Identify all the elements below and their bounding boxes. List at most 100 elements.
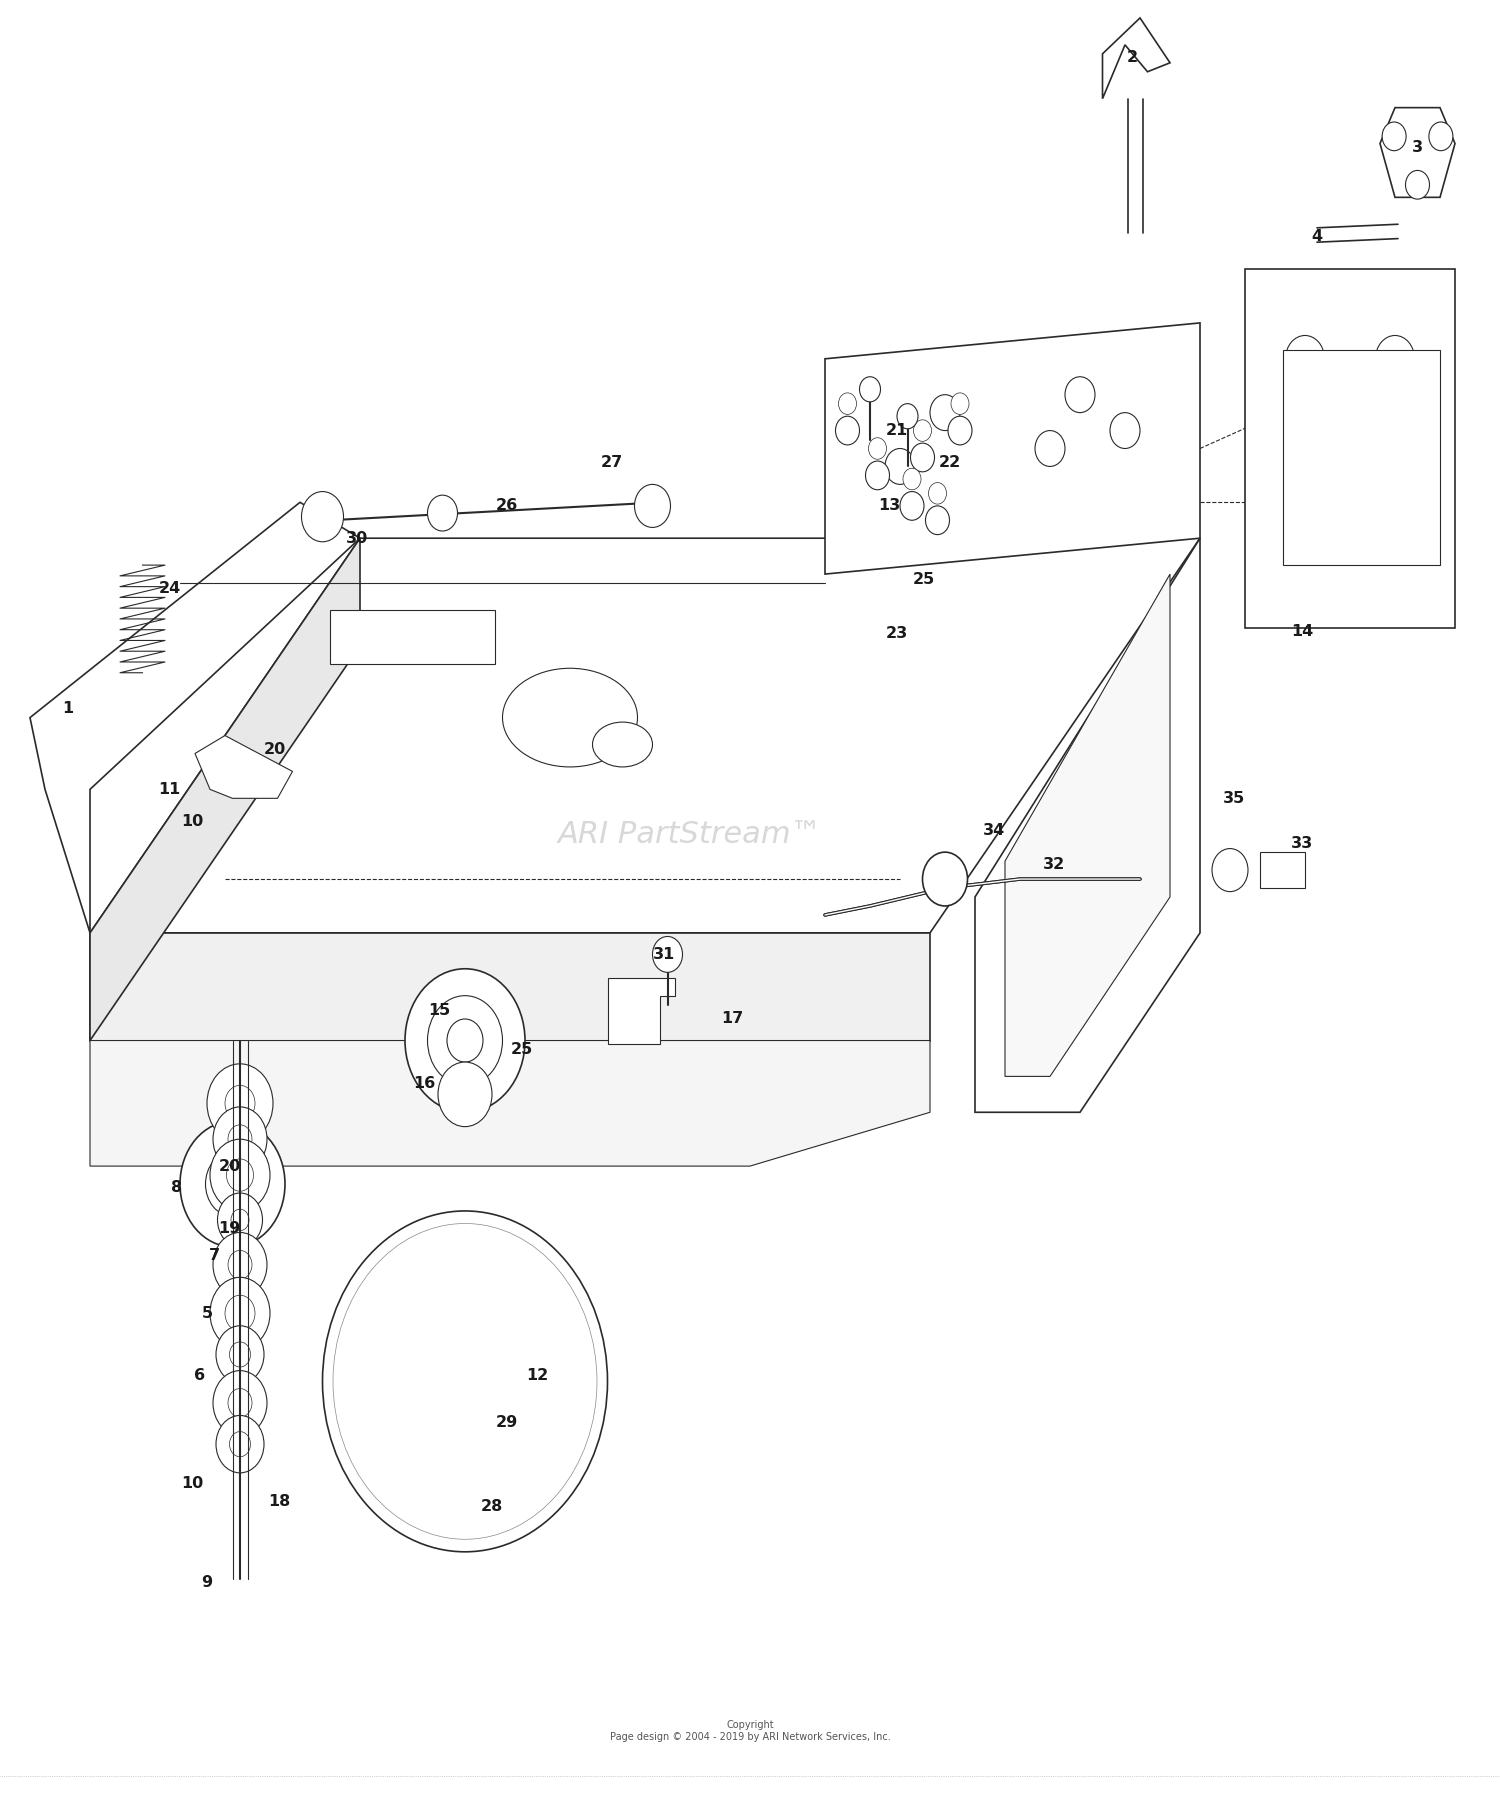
Text: 4: 4	[1311, 230, 1323, 244]
Text: 21: 21	[886, 423, 908, 438]
Circle shape	[180, 1121, 285, 1247]
Circle shape	[216, 1415, 264, 1473]
Circle shape	[1376, 335, 1414, 382]
Text: 10: 10	[182, 1476, 203, 1491]
Text: Copyright
Page design © 2004 - 2019 by ARI Network Services, Inc.: Copyright Page design © 2004 - 2019 by A…	[609, 1720, 891, 1742]
Circle shape	[1430, 122, 1454, 151]
Circle shape	[228, 1250, 252, 1279]
Circle shape	[897, 404, 918, 429]
Text: 33: 33	[1292, 836, 1312, 850]
Circle shape	[230, 1342, 251, 1367]
Polygon shape	[1260, 852, 1305, 888]
Text: 15: 15	[429, 1003, 450, 1017]
Circle shape	[213, 1371, 267, 1435]
Text: 13: 13	[879, 499, 900, 513]
Circle shape	[405, 969, 525, 1112]
Circle shape	[859, 377, 880, 402]
Polygon shape	[1005, 574, 1170, 1076]
Text: 22: 22	[939, 456, 960, 470]
Text: 27: 27	[602, 456, 622, 470]
Polygon shape	[330, 610, 495, 664]
Circle shape	[1286, 515, 1324, 562]
Text: 20: 20	[219, 1159, 240, 1173]
Text: 8: 8	[171, 1180, 183, 1195]
Circle shape	[900, 492, 924, 520]
Text: 25: 25	[512, 1042, 532, 1057]
Circle shape	[226, 1159, 254, 1191]
Text: 32: 32	[1044, 858, 1065, 872]
Circle shape	[216, 1326, 264, 1383]
Circle shape	[207, 1064, 273, 1143]
Circle shape	[865, 461, 889, 490]
Circle shape	[322, 1211, 608, 1552]
Circle shape	[333, 1224, 597, 1539]
Text: 5: 5	[201, 1306, 213, 1320]
Circle shape	[1212, 849, 1248, 892]
Circle shape	[634, 484, 670, 527]
Circle shape	[368, 1265, 562, 1498]
Polygon shape	[1380, 108, 1455, 197]
Text: 17: 17	[722, 1012, 742, 1026]
Circle shape	[868, 438, 886, 459]
Circle shape	[1406, 170, 1429, 199]
Circle shape	[225, 1085, 255, 1121]
Text: 1: 1	[62, 701, 74, 716]
Circle shape	[652, 936, 682, 972]
Circle shape	[213, 1232, 267, 1297]
Text: 3: 3	[1412, 140, 1424, 154]
Circle shape	[928, 483, 946, 504]
Ellipse shape	[592, 723, 652, 768]
Text: 31: 31	[654, 947, 675, 962]
Circle shape	[217, 1193, 262, 1247]
Text: 2: 2	[1126, 50, 1138, 65]
Circle shape	[210, 1277, 270, 1349]
Text: 14: 14	[1292, 624, 1312, 639]
Circle shape	[1035, 431, 1065, 466]
Circle shape	[228, 1389, 252, 1417]
Bar	[1282, 350, 1440, 565]
Circle shape	[413, 1319, 518, 1444]
Circle shape	[910, 443, 934, 472]
Polygon shape	[90, 538, 1200, 933]
Circle shape	[1382, 122, 1406, 151]
Circle shape	[210, 1139, 270, 1211]
Circle shape	[1286, 335, 1324, 382]
Text: 20: 20	[264, 743, 285, 757]
Circle shape	[345, 1238, 585, 1525]
Text: 9: 9	[201, 1575, 213, 1589]
Circle shape	[903, 468, 921, 490]
Text: 30: 30	[346, 531, 368, 545]
Circle shape	[225, 1295, 255, 1331]
Text: 29: 29	[496, 1415, 517, 1430]
Text: 6: 6	[194, 1369, 206, 1383]
Text: 28: 28	[482, 1500, 502, 1514]
Circle shape	[885, 448, 915, 484]
Polygon shape	[90, 538, 360, 1041]
Circle shape	[926, 506, 950, 535]
Text: 11: 11	[159, 782, 180, 797]
Circle shape	[930, 395, 960, 431]
Text: 23: 23	[886, 626, 908, 640]
Circle shape	[228, 1125, 252, 1154]
Circle shape	[914, 420, 932, 441]
Text: 34: 34	[984, 823, 1005, 838]
Text: 10: 10	[182, 814, 203, 829]
Circle shape	[951, 393, 969, 414]
Text: 16: 16	[414, 1076, 435, 1091]
Polygon shape	[1245, 269, 1455, 628]
Circle shape	[948, 416, 972, 445]
Circle shape	[382, 1283, 548, 1480]
Circle shape	[230, 1432, 251, 1457]
Circle shape	[438, 1062, 492, 1127]
Circle shape	[438, 1349, 492, 1414]
Text: 19: 19	[219, 1222, 240, 1236]
Circle shape	[220, 1170, 245, 1198]
Text: 24: 24	[159, 581, 180, 596]
Circle shape	[1376, 515, 1414, 562]
Text: 12: 12	[526, 1369, 548, 1383]
Circle shape	[352, 1247, 578, 1516]
Circle shape	[839, 393, 856, 414]
Circle shape	[302, 492, 344, 542]
Polygon shape	[30, 502, 360, 933]
Circle shape	[836, 416, 860, 445]
